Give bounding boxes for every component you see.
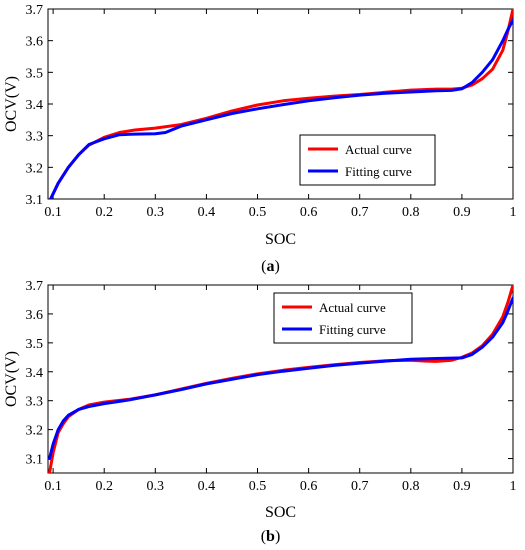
- legend: Actual curve Fitting curve: [273, 292, 413, 344]
- y-tick-label: 3.5: [26, 66, 44, 81]
- legend-entry: Fitting curve: [345, 164, 412, 179]
- x-tick-label: 0.6: [300, 479, 318, 494]
- y-tick-label: 3.3: [26, 130, 44, 145]
- panel-caption: (a): [261, 258, 280, 275]
- y-tick-label: 3.5: [26, 337, 44, 352]
- x-tick-label: 0.3: [147, 479, 165, 494]
- x-tick-label: 0.8: [402, 205, 420, 220]
- y-tick-label: 3.1: [26, 193, 44, 208]
- y-tick-label: 3.7: [26, 279, 44, 294]
- y-tick-label: 3.2: [26, 424, 44, 439]
- y-axis-label: OCV(V): [3, 76, 20, 132]
- legend-entry: Actual curve: [319, 300, 386, 315]
- x-axis-label: SOC: [265, 504, 296, 521]
- x-tick-label: 0.9: [453, 205, 471, 220]
- plot-frame: [47, 284, 514, 474]
- legend-box: [299, 134, 436, 186]
- x-tick-label: 1: [510, 205, 517, 220]
- chart-panel-b: 0.1 0.2 0.3 0.4 0.5 0.6 0.7 0.8 0.9 1 3.1 3.2 3.3 3.4…: [3, 279, 517, 545]
- y-tick-label: 3.6: [26, 308, 44, 323]
- x-tick-label: 0.5: [249, 479, 267, 494]
- x-tick-label: 1: [510, 479, 517, 494]
- x-tick-label: 0.1: [44, 479, 62, 494]
- y-tick-label: 3.1: [26, 453, 44, 468]
- x-tick-label: 0.7: [351, 205, 369, 220]
- chart-panel-a: 0.1 0.2 0.3 0.4 0.5 0.6 0.7 0.8 0.9 1 3.1 3.2 3.3 3.4…: [3, 3, 517, 275]
- y-tick-label: 3.4: [26, 366, 44, 381]
- legend: Actual curve Fitting curve: [299, 134, 436, 186]
- x-tick-label: 0.6: [300, 205, 318, 220]
- x-tick-label: 0.4: [198, 479, 216, 494]
- x-tick-label: 0.4: [198, 205, 216, 220]
- y-tick-label: 3.4: [26, 98, 44, 113]
- x-tick-label: 0.9: [453, 479, 471, 494]
- caption-letter: b: [266, 528, 275, 545]
- caption-open-paren: (: [261, 528, 266, 545]
- series-line-fitting-curve: [48, 296, 513, 460]
- series-line-fitting-curve: [49, 18, 513, 199]
- y-tick-label: 3.2: [26, 161, 44, 176]
- y-tick-label: 3.3: [26, 395, 44, 410]
- x-tick-label: 0.2: [95, 479, 113, 494]
- x-tick-label: 0.7: [351, 479, 369, 494]
- y-tick-label: 3.7: [26, 3, 44, 18]
- x-tick-label: 0.3: [147, 205, 165, 220]
- y-tick-label: 3.6: [26, 35, 44, 50]
- legend-entry: Fitting curve: [319, 322, 386, 337]
- panel-caption: (b): [261, 528, 281, 545]
- caption-open-paren: (: [261, 258, 266, 275]
- x-tick-label: 0.8: [402, 479, 420, 494]
- caption-letter: a: [267, 258, 275, 275]
- y-axis-label: OCV(V): [3, 351, 20, 407]
- x-tick-label: 0.5: [249, 205, 267, 220]
- x-tick-label: 0.1: [44, 205, 62, 220]
- legend-entry: Actual curve: [345, 142, 412, 157]
- x-axis-label: SOC: [265, 231, 296, 248]
- legend-box: [273, 292, 413, 344]
- caption-close-paren: ): [275, 528, 280, 545]
- caption-close-paren: ): [275, 258, 280, 275]
- x-tick-label: 0.2: [95, 205, 113, 220]
